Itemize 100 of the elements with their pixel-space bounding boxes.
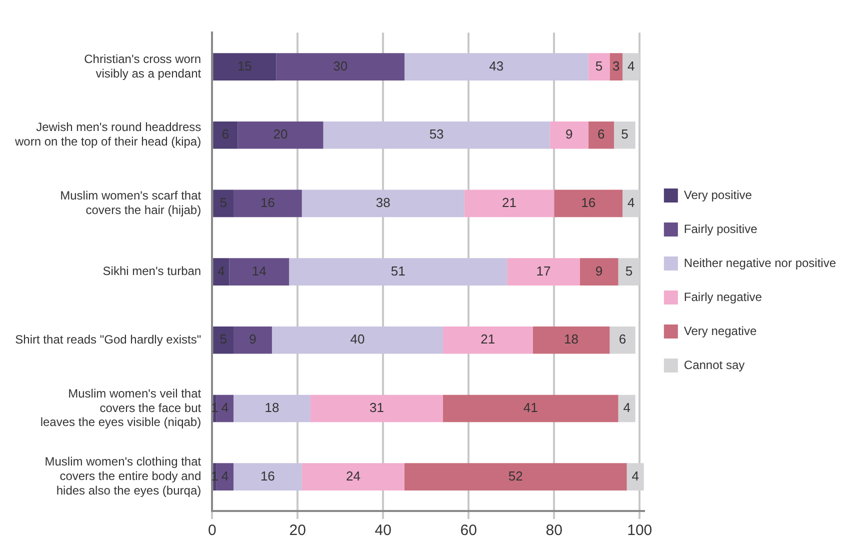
y-tick-label: Sikhi men's turban — [102, 264, 202, 278]
bar — [618, 258, 640, 286]
data-label: 6 — [618, 332, 626, 347]
data-label: 5 — [595, 58, 603, 74]
bar — [580, 258, 618, 286]
data-label: 18 — [564, 332, 578, 347]
bar — [614, 121, 636, 149]
bar — [554, 190, 623, 218]
bar — [238, 121, 324, 149]
data-label: 52 — [508, 468, 523, 484]
x-tick-label: 100 — [627, 522, 652, 540]
bar — [276, 53, 404, 80]
data-label: 41 — [523, 400, 538, 416]
bar — [216, 394, 234, 422]
data-label: 40 — [350, 332, 365, 347]
bar — [610, 53, 623, 80]
bar — [622, 190, 640, 218]
legend-label: Neither negative nor positive — [684, 256, 836, 270]
data-label: 4 — [627, 58, 635, 74]
legend-label: Cannot say — [684, 358, 745, 372]
data-label: 6 — [222, 126, 230, 142]
data-label: 51 — [390, 263, 406, 278]
data-label: 4 — [632, 468, 639, 484]
data-label: 24 — [346, 468, 360, 484]
data-label: 5 — [625, 263, 633, 278]
bar — [622, 53, 640, 80]
bar — [213, 258, 230, 286]
data-label: 4 — [627, 195, 635, 210]
data-label: 30 — [333, 58, 348, 74]
bar — [233, 463, 302, 490]
bar — [626, 463, 644, 490]
y-tick-label: Muslim women's veil that covers the face but leaves the eyes visible (niqab) — [40, 386, 202, 430]
data-label: 20 — [273, 126, 288, 142]
bar — [404, 463, 627, 490]
legend-label: Fairly positive — [684, 222, 758, 236]
bar — [302, 463, 404, 490]
x-tick-label: 80 — [546, 522, 562, 540]
data-label: 1 — [211, 468, 218, 484]
bar — [618, 394, 636, 422]
bar — [213, 53, 276, 80]
legend-label: Very negative — [684, 324, 757, 338]
data-label: 31 — [369, 400, 384, 416]
data-label: 5 — [220, 195, 227, 210]
bar — [213, 190, 234, 218]
bar — [550, 121, 588, 149]
data-label: 16 — [260, 468, 275, 484]
bar — [233, 394, 310, 422]
data-label: 3 — [612, 58, 620, 74]
data-label: 6 — [598, 126, 605, 142]
bar — [404, 53, 588, 80]
data-label: 9 — [565, 126, 573, 142]
data-label: 53 — [429, 126, 444, 142]
data-label: 16 — [260, 195, 275, 210]
bar — [588, 121, 614, 149]
bar — [272, 326, 443, 354]
x-tick-label: 0 — [208, 522, 216, 540]
data-label: 1 — [211, 400, 218, 416]
data-label: 14 — [252, 263, 266, 278]
bar — [229, 258, 290, 286]
bar — [289, 258, 508, 286]
data-label: 4 — [218, 263, 225, 278]
y-tick-label: Muslim women's scarf that covers the hair (hijab) — [60, 188, 202, 217]
data-label: 38 — [376, 195, 390, 210]
data-label: 4 — [623, 400, 630, 416]
bar — [323, 121, 550, 149]
bar — [233, 190, 302, 218]
y-tick-label: Christian's cross worn visibly as a pendant — [84, 52, 202, 80]
data-label: 16 — [581, 195, 596, 210]
bar — [442, 394, 618, 422]
data-label: 5 — [220, 332, 227, 347]
data-label: 4 — [221, 400, 229, 416]
data-label: 17 — [536, 263, 551, 278]
data-label: 9 — [249, 332, 256, 347]
data-label: 43 — [489, 58, 504, 74]
bar — [507, 258, 580, 286]
y-tick-label: Jewish men's round headdress worn on the top of their head (kipa) — [14, 120, 202, 149]
x-tick-label: 60 — [460, 522, 477, 540]
bar — [610, 326, 636, 354]
bar — [442, 326, 533, 354]
y-tick-label: Muslim women's clothing that covers the entire body and hides also the eyes (burqa) — [44, 454, 202, 498]
bar — [310, 394, 443, 422]
bar — [464, 190, 554, 218]
y-tick-label: Shirt that reads "God hardly exists" — [15, 332, 202, 346]
data-label: 21 — [502, 195, 516, 210]
data-label: 15 — [237, 58, 252, 74]
x-tick-label: 20 — [289, 522, 306, 540]
bar — [216, 463, 234, 490]
data-label: 18 — [264, 400, 280, 416]
data-label: 4 — [221, 468, 229, 484]
data-label: 9 — [595, 263, 603, 278]
data-label: 5 — [621, 126, 628, 142]
legend-label: Very positive — [684, 188, 752, 202]
legend-label: Fairly negative — [684, 290, 762, 304]
bar — [213, 121, 238, 149]
bar — [588, 53, 610, 80]
bar — [233, 326, 272, 354]
data-label: 21 — [480, 332, 496, 347]
bar — [302, 190, 464, 218]
bar — [532, 326, 610, 354]
bar — [213, 326, 234, 354]
